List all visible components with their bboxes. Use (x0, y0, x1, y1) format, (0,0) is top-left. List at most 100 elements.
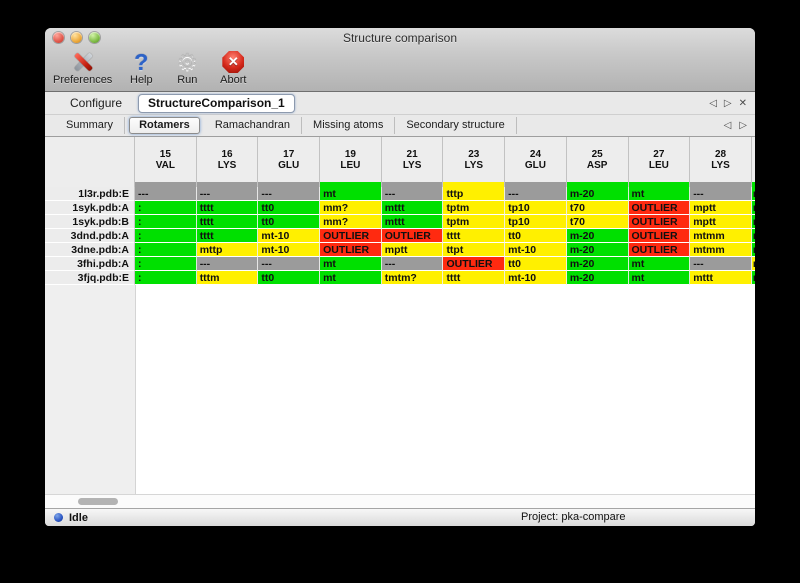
cell-3fhi-pdb-a-col17[interactable]: --- (258, 257, 321, 271)
cell-3dnd-pdb-a-col28[interactable]: mtmm (690, 229, 752, 243)
cell-1l3r-pdb-e-col24[interactable]: --- (505, 187, 567, 201)
cell-1syk-pdb-b-col19[interactable]: mm? (320, 215, 382, 229)
toolbar-button-help[interactable]: ? Help (124, 49, 158, 87)
cell-3fjq-pdb-e-col28[interactable]: mttt (690, 271, 752, 285)
cell-3fjq-pdb-e-col17[interactable]: tt0 (258, 271, 321, 285)
tab-secondary-structure[interactable]: Secondary structure (395, 117, 517, 134)
cell-3dne-pdb-a-col15[interactable]: : (135, 243, 197, 257)
cell-3fhi-pdb-a-col21[interactable]: --- (381, 257, 444, 271)
close-config-icon[interactable]: ✕ (738, 97, 747, 109)
cell-3dne-pdb-a-col17[interactable]: mt-10 (258, 243, 321, 257)
cell-3dnd-pdb-a-col21[interactable]: OUTLIER (381, 229, 444, 243)
cell-3dne-pdb-a-col21[interactable]: mptt (381, 243, 444, 257)
cell-1syk-pdb-b-col15[interactable]: : (135, 215, 197, 229)
next-config-icon[interactable]: ▷ (723, 97, 732, 109)
cell-1syk-pdb-a-col24[interactable]: tp10 (505, 201, 567, 215)
row-label-1syk-pdb-a[interactable]: 1syk.pdb:A (45, 201, 135, 215)
column-header-21-lys[interactable]: 21 LYS (381, 137, 444, 187)
cell-1l3r-pdb-e-col21[interactable]: --- (381, 187, 444, 201)
cell-3fjq-pdb-e-col21[interactable]: tmtm? (381, 271, 444, 285)
cell-3fjq-pdb-e-col25[interactable]: m-20 (566, 271, 629, 285)
toolbar-button-abort[interactable]: ✕ Abort (216, 49, 250, 86)
cell-3fhi-pdb-a-col28[interactable]: --- (690, 257, 752, 271)
cell-3fjq-pdb-e-col16[interactable]: tttm (196, 271, 259, 285)
cell-3dne-pdb-a-clipped[interactable]: m (751, 243, 755, 257)
row-label-1syk-pdb-b[interactable]: 1syk.pdb:B (45, 215, 135, 229)
cell-3dne-pdb-a-col16[interactable]: mttp (196, 243, 259, 257)
cell-1l3r-pdb-e-col27[interactable]: mt (628, 187, 691, 201)
row-label-3dnd-pdb-a[interactable]: 3dnd.pdb:A (45, 229, 135, 243)
titlebar[interactable]: Structure comparison (45, 28, 755, 47)
cell-1l3r-pdb-e-col19[interactable]: mt (320, 187, 382, 201)
minimize-button[interactable] (71, 32, 82, 43)
cell-1l3r-pdb-e-col28[interactable]: --- (690, 187, 752, 201)
cell-3dne-pdb-a-col19[interactable]: OUTLIER (320, 243, 382, 257)
column-header-16-lys[interactable]: 16 LYS (196, 137, 259, 187)
cell-1syk-pdb-b-col25[interactable]: t70 (566, 215, 629, 229)
cell-1syk-pdb-a-col23[interactable]: tptm (443, 201, 506, 215)
cell-3fjq-pdb-e-col27[interactable]: mt (628, 271, 691, 285)
cell-1l3r-pdb-e-col16[interactable]: --- (196, 187, 259, 201)
cell-1syk-pdb-a-col21[interactable]: mttt (381, 201, 444, 215)
cell-1l3r-pdb-e-col25[interactable]: m-20 (566, 187, 629, 201)
close-button[interactable] (53, 32, 64, 43)
prev-tab-icon[interactable]: ◁ (723, 120, 732, 131)
cell-3fjq-pdb-e-col19[interactable]: mt (320, 271, 382, 285)
cell-3dnd-pdb-a-clipped[interactable]: m (751, 229, 755, 243)
cell-3fjq-pdb-e-col15[interactable]: : (135, 271, 197, 285)
row-label-3dne-pdb-a[interactable]: 3dne.pdb:A (45, 243, 135, 257)
cell-3fhi-pdb-a-col24[interactable]: tt0 (505, 257, 567, 271)
cell-3dne-pdb-a-col28[interactable]: mtmm (690, 243, 752, 257)
scrollbar-thumb[interactable] (78, 498, 118, 505)
cell-3dne-pdb-a-col27[interactable]: OUTLIER (628, 243, 691, 257)
configuration-tab[interactable]: StructureComparison_1 (138, 93, 295, 113)
cell-1syk-pdb-a-col27[interactable]: OUTLIER (628, 201, 691, 215)
tab-missing-atoms[interactable]: Missing atoms (302, 117, 396, 134)
cell-3dnd-pdb-a-col25[interactable]: m-20 (566, 229, 629, 243)
cell-1syk-pdb-b-col28[interactable]: mptt (690, 215, 752, 229)
cell-1syk-pdb-b-col21[interactable]: mttt (381, 215, 444, 229)
column-header-24-glu[interactable]: 24 GLU (505, 137, 567, 187)
cell-3fhi-pdb-a-col16[interactable]: --- (196, 257, 259, 271)
cell-1syk-pdb-a-col28[interactable]: mptt (690, 201, 752, 215)
prev-config-icon[interactable]: ◁ (709, 97, 717, 109)
next-tab-icon[interactable]: ▷ (739, 120, 747, 131)
cell-1l3r-pdb-e-col17[interactable]: --- (258, 187, 321, 201)
cell-3fhi-pdb-a-col15[interactable]: : (135, 257, 197, 271)
column-header-27-leu[interactable]: 27 LEU (628, 137, 691, 187)
cell-3dne-pdb-a-col24[interactable]: mt-10 (505, 243, 567, 257)
column-header-28-lys[interactable]: 28 LYS (690, 137, 752, 187)
cell-1l3r-pdb-e-clipped[interactable]: m (751, 187, 755, 201)
cell-1syk-pdb-a-col25[interactable]: t70 (566, 201, 629, 215)
cell-3fhi-pdb-a-col27[interactable]: mt (628, 257, 691, 271)
cell-1syk-pdb-b-col23[interactable]: tptm (443, 215, 506, 229)
cell-3fhi-pdb-a-col19[interactable]: mt (320, 257, 382, 271)
column-header-19-leu[interactable]: 19 LEU (320, 137, 382, 187)
cell-1syk-pdb-a-clipped[interactable]: m (751, 201, 755, 215)
cell-3dnd-pdb-a-col23[interactable]: tttt (443, 229, 506, 243)
toolbar-button-preferences[interactable]: Preferences (53, 49, 112, 86)
cell-1syk-pdb-b-col16[interactable]: tttt (196, 215, 259, 229)
cell-3fjq-pdb-e-col24[interactable]: mt-10 (505, 271, 567, 285)
cell-1syk-pdb-b-col24[interactable]: tp10 (505, 215, 567, 229)
cell-3dne-pdb-a-col25[interactable]: m-20 (566, 243, 629, 257)
row-label-1l3r-pdb-e[interactable]: 1l3r.pdb:E (45, 187, 135, 201)
cell-1syk-pdb-b-clipped[interactable]: m (751, 215, 755, 229)
cell-3fhi-pdb-a-col23[interactable]: OUTLIER (443, 257, 506, 271)
cell-1syk-pdb-b-col17[interactable]: tt0 (258, 215, 321, 229)
zoom-button[interactable] (89, 32, 100, 43)
cell-3dnd-pdb-a-col17[interactable]: mt-10 (258, 229, 321, 243)
toolbar-button-run[interactable]: ⚙ Run (170, 49, 204, 87)
cell-3dnd-pdb-a-col16[interactable]: tttt (196, 229, 259, 243)
tab-rotamers[interactable]: Rotamers (129, 117, 200, 134)
row-label-3fjq-pdb-e[interactable]: 3fjq.pdb:E (45, 271, 135, 285)
cell-1syk-pdb-b-col27[interactable]: OUTLIER (628, 215, 691, 229)
cell-3fhi-pdb-a-col25[interactable]: m-20 (566, 257, 629, 271)
cell-3dnd-pdb-a-col27[interactable]: OUTLIER (628, 229, 691, 243)
column-header-23-lys[interactable]: 23 LYS (443, 137, 506, 187)
cell-3fhi-pdb-a-clipped[interactable]: m (751, 257, 755, 271)
cell-3fjq-pdb-e-clipped[interactable]: m (751, 271, 755, 285)
cell-1syk-pdb-a-col16[interactable]: tttt (196, 201, 259, 215)
cell-3fjq-pdb-e-col23[interactable]: tttt (443, 271, 506, 285)
column-header-17-glu[interactable]: 17 GLU (258, 137, 321, 187)
